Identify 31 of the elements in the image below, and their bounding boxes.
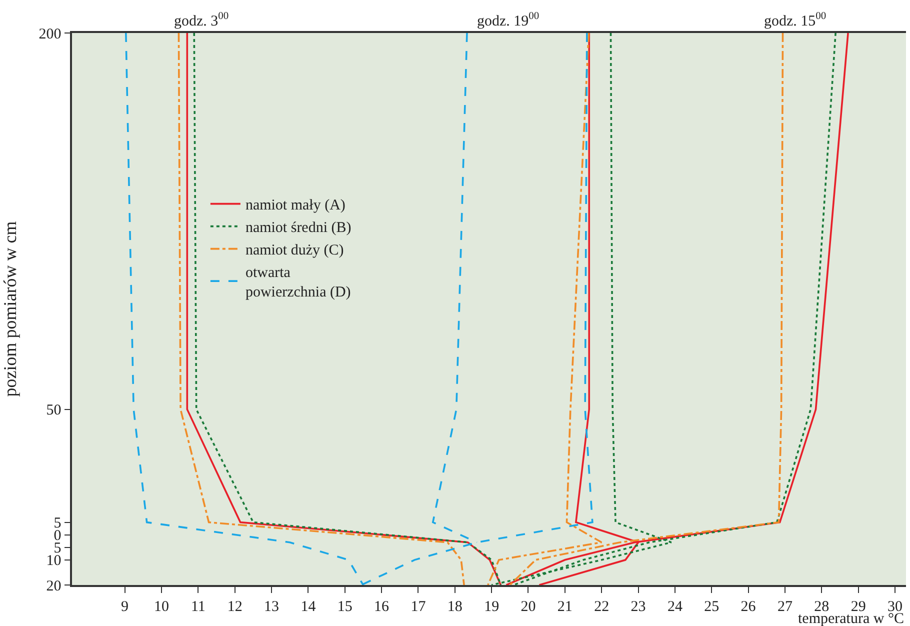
- text: godz. 15$^{00}$: [764, 11, 826, 30]
- y-tick-label: 20: [46, 578, 62, 594]
- x-tick-label: 26: [740, 598, 756, 615]
- x-tick-label: 22: [594, 598, 610, 615]
- x-tick-label: 17: [410, 598, 426, 615]
- x-tick-label: 14: [300, 598, 316, 615]
- x-tick-label: 15: [337, 598, 352, 615]
- legend-label: namiot mały (A): [245, 198, 346, 214]
- x-tick-label: 18: [447, 598, 462, 615]
- x-tick-label: 11: [190, 598, 206, 615]
- x-tick-label: 25: [704, 598, 720, 615]
- text: godz. 3$^{00}$: [174, 11, 229, 30]
- x-tick-label: 23: [630, 598, 646, 615]
- x-tick-label: 12: [227, 598, 242, 615]
- x-tick-label: 21: [557, 598, 572, 615]
- x-tick-label: 24: [667, 598, 683, 615]
- x-tick-label: 13: [264, 598, 280, 615]
- x-tick-label: 10: [154, 598, 169, 615]
- x-tick-label: 20: [520, 598, 536, 615]
- x-tick-label: 16: [374, 598, 390, 615]
- x-tick-label: 9: [121, 598, 129, 615]
- y-tick-label: 50: [46, 402, 62, 419]
- x-tick-label: 19: [484, 598, 500, 615]
- y-axis-title: poziom pomiarów w cm: [0, 221, 20, 397]
- y-tick-label: 10: [46, 553, 62, 570]
- text: godz. 19$^{00}$: [477, 11, 540, 30]
- legend-label: namiot duży (C): [245, 242, 344, 259]
- legend-label: otwarta powierzchnia (D): [245, 265, 351, 301]
- legend-label: namiot średni (B): [245, 220, 352, 236]
- x-tick-label: 27: [777, 598, 793, 615]
- y-tick-label: 200: [38, 26, 62, 42]
